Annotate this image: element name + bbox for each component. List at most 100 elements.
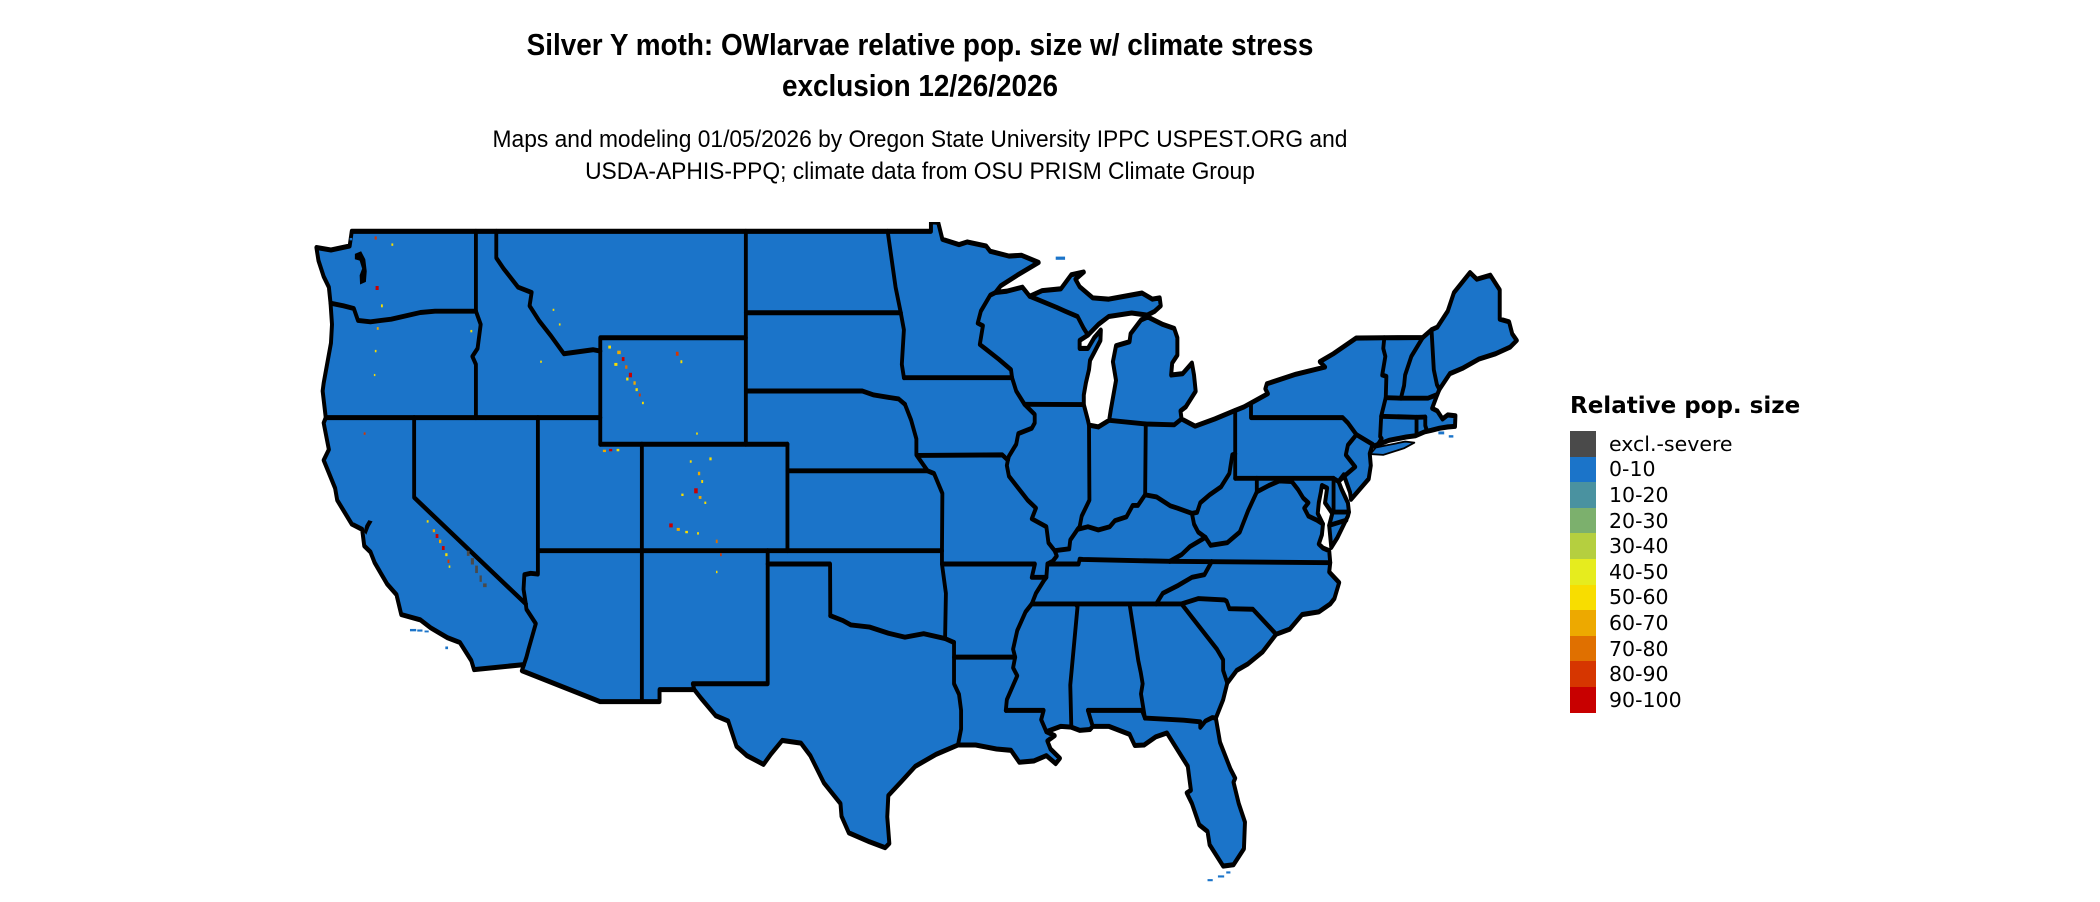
hotspot-speck [622,357,625,361]
map-title-line1: Silver Y moth: OWlarvae relative pop. si… [335,24,1505,65]
legend-swatch [1570,687,1596,713]
legend-label: 90-100 [1609,688,1682,712]
hotspot-speck [475,566,478,573]
legend-swatch [1570,610,1596,636]
hotspot-speck [720,553,722,556]
hotspot-speck [376,286,379,290]
hotspot-speck [553,309,555,311]
channel-island-1 [410,629,416,631]
hotspot-speck [374,374,375,376]
marthas-vineyard-island [1438,431,1444,434]
hotspot-speck [559,323,561,325]
isle-royale [1056,257,1065,260]
hotspot-speck [696,433,698,435]
legend-label: 30-40 [1609,534,1669,558]
legend-swatch [1570,636,1596,662]
hotspot-speck [375,350,377,352]
map-credits-line1: Maps and modeling 01/05/2026 by Oregon S… [316,124,1525,156]
hotspot-speck [617,449,620,451]
legend-label: 70-80 [1609,637,1669,661]
legend-label: 40-50 [1609,560,1669,584]
hotspot-speck [480,575,482,581]
hotspot-speck [381,304,383,307]
legend-row: 80-90 [1570,661,1800,687]
channel-island-4 [445,647,448,650]
florida-key-3 [1208,879,1213,881]
us-states-map [306,222,1533,902]
hotspot-speck [633,381,635,384]
legend-swatch [1570,533,1596,559]
hotspot-speck [704,502,706,504]
border-ma-ct-ri [1381,416,1425,417]
legend-label: 10-20 [1609,483,1669,507]
map-credits-line2: USDA-APHIS-PPQ; climate data from OSU PR… [316,156,1525,188]
hotspot-speck [676,352,679,356]
legend-swatch [1570,508,1596,534]
border-in-oh [1145,424,1146,495]
hotspot-speck [377,327,379,330]
hotspot-speck [614,363,617,366]
legend-label: 50-60 [1609,585,1669,609]
hotspot-speck [448,560,450,563]
border-va-nc [1170,561,1331,562]
florida-key-2 [1218,875,1224,877]
channel-island-3 [425,631,429,633]
channel-island-2 [417,629,422,631]
legend-label: 60-70 [1609,611,1669,635]
legend-title: Relative pop. size [1570,393,1800,419]
hotspot-speck [669,523,673,527]
legend-row: 0-10 [1570,457,1800,483]
hotspot-speck [608,346,611,349]
hotspot-speck [445,553,447,556]
map-title: Silver Y moth: OWlarvae relative pop. si… [270,24,1570,106]
hotspot-speck [427,520,429,522]
hotspot-speck [617,351,621,354]
border-sd-mn-ia [901,313,904,378]
hotspot-speck [625,365,627,368]
hotspot-speck [636,388,638,391]
hotspot-speck [642,402,644,404]
legend-row: 30-40 [1570,533,1800,559]
hotspot-speck [433,529,435,532]
hotspot-speck [680,360,682,363]
conus-outline [316,222,1516,866]
hotspot-speck [685,531,688,533]
hotspot-speck [364,432,366,434]
legend-label: 80-90 [1609,662,1669,686]
san-juan-island [350,238,352,240]
hotspot-speck [716,571,717,573]
legend-row: 20-30 [1570,508,1800,534]
nantucket-island [1449,435,1454,437]
legend-swatch [1570,482,1596,508]
hotspot-speck [629,373,632,378]
legend-row: 50-60 [1570,585,1800,611]
legend-row: 90-100 [1570,687,1800,713]
legend-row: 60-70 [1570,610,1800,636]
hotspot-speck [694,488,698,493]
border-ri-ma [1425,417,1427,431]
legend-row: 40-50 [1570,559,1800,585]
legend-row: 10-20 [1570,482,1800,508]
hotspot-speck [716,540,718,543]
legend-label: 20-30 [1609,509,1669,533]
legend-swatch [1570,585,1596,611]
hotspot-speck [698,472,700,475]
hotspot-speck [677,528,680,531]
legend-swatch [1570,457,1596,483]
map-title-line2: exclusion 12/26/2026 [335,65,1505,106]
legend-swatch [1570,661,1596,687]
hotspot-speck [697,532,699,534]
legend-label: excl.-severe [1609,432,1733,456]
legend-label: 0-10 [1609,457,1656,481]
hotspot-speck [626,378,628,381]
hotspot-speck [699,496,702,499]
hotspot-speck [467,551,470,556]
hotspot-speck [470,330,472,332]
hotspot-speck [391,243,393,245]
hotspot-speck [609,449,612,451]
hotspot-speck [603,450,606,452]
legend-swatch [1570,559,1596,585]
hotspot-speck [375,236,377,239]
